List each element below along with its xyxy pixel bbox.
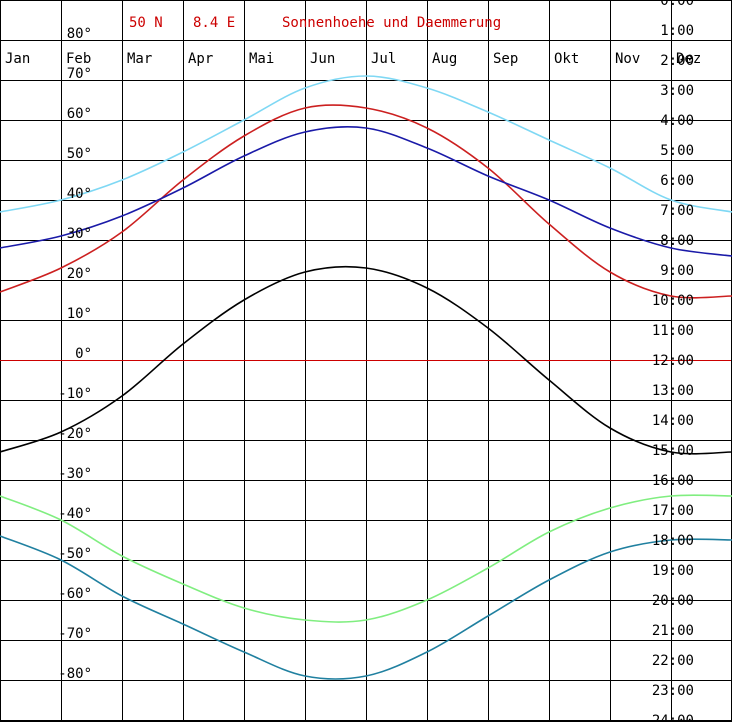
time-tick-label: 14:00: [652, 413, 694, 429]
time-tick-label: 8:00: [660, 233, 694, 249]
time-tick-label: 0:00: [660, 0, 694, 9]
altitude-tick-label: 20°: [67, 266, 92, 282]
series-line-1: [0, 75, 732, 213]
month-label: Okt: [554, 51, 579, 67]
month-label: Jan: [5, 51, 30, 67]
altitude-tick-label: 50°: [67, 146, 92, 162]
month-label: Jul: [371, 51, 396, 67]
time-tick-label: 10:00: [652, 293, 694, 309]
altitude-tick-label: 30°: [67, 226, 92, 242]
time-tick-label: 19:00: [652, 563, 694, 579]
series-line-4: [0, 265, 732, 455]
month-label: Nov: [615, 51, 640, 67]
altitude-tick-label: 70°: [67, 66, 92, 82]
longitude-label: 8.4 E: [193, 15, 235, 31]
time-tick-label: 16:00: [652, 473, 694, 489]
time-tick-label: 9:00: [660, 263, 694, 279]
series-line-5: [0, 494, 732, 623]
altitude-tick-label: -40°: [58, 506, 92, 522]
altitude-tick-label: -60°: [58, 586, 92, 602]
time-tick-label: 15:00: [652, 443, 694, 459]
altitude-tick-label: 80°: [67, 26, 92, 42]
series-line-6: [0, 535, 732, 680]
altitude-tick-label: -50°: [58, 546, 92, 562]
time-tick-label: 5:00: [660, 143, 694, 159]
altitude-tick-label: -80°: [58, 666, 92, 682]
series-curves: [0, 75, 732, 680]
time-axis-labels: 0:00 1:00 2:00 3:00 4:00 5:00 6:00 7:00 8:00 9:00…: [652, 0, 694, 722]
time-tick-label: 23:00: [652, 683, 694, 699]
month-label: Feb: [66, 51, 91, 67]
month-axis-labels: Jan Feb Mar Apr Mai Jun Jul Aug Sep Okt Nov Dez: [5, 51, 701, 67]
altitude-tick-label: 10°: [67, 306, 92, 322]
month-label: Mar: [127, 51, 152, 67]
time-tick-label: 6:00: [660, 173, 694, 189]
time-tick-label: 7:00: [660, 203, 694, 219]
time-tick-label: 20:00: [652, 593, 694, 609]
latitude-label: 50 N: [129, 15, 163, 31]
month-label: Jun: [310, 51, 335, 67]
time-tick-label: 2:00: [660, 53, 694, 69]
month-label: Apr: [188, 51, 213, 67]
time-tick-label: 1:00: [660, 23, 694, 39]
time-tick-label: 11:00: [652, 323, 694, 339]
altitude-tick-label: 0°: [75, 346, 92, 362]
time-tick-label: 21:00: [652, 623, 694, 639]
time-tick-label: 13:00: [652, 383, 694, 399]
month-label: Aug: [432, 51, 457, 67]
time-tick-label: 22:00: [652, 653, 694, 669]
month-label: Mai: [249, 51, 274, 67]
month-label: Sep: [493, 51, 518, 67]
altitude-tick-label: -30°: [58, 466, 92, 482]
altitude-tick-label: -10°: [58, 386, 92, 402]
altitude-axis-labels: 80° 70° 60° 50° 40° 30° 20° 10° 0° -10° -20° -30° -4…: [58, 26, 92, 682]
altitude-tick-label: -20°: [58, 426, 92, 442]
time-tick-label: 18:00: [652, 533, 694, 549]
time-tick-label: 24:00: [652, 713, 694, 722]
chart-title: Sonnenhoehe und Daemmerung: [282, 15, 501, 31]
month-label: Dez: [676, 51, 701, 67]
time-tick-label: 3:00: [660, 83, 694, 99]
time-tick-label: 4:00: [660, 113, 694, 129]
time-tick-label: 17:00: [652, 503, 694, 519]
series-line-2: [0, 104, 732, 299]
altitude-tick-label: 60°: [67, 106, 92, 122]
series-line-3: [0, 126, 732, 257]
time-tick-label: 12:00: [652, 353, 694, 369]
altitude-tick-label: -70°: [58, 626, 92, 642]
altitude-tick-label: 40°: [67, 186, 92, 202]
